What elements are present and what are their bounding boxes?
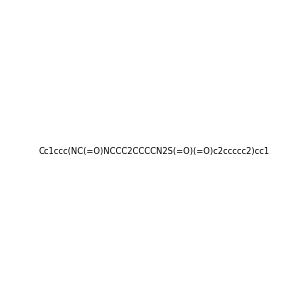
Text: Cc1ccc(NC(=O)NCCC2CCCCN2S(=O)(=O)c2ccccc2)cc1: Cc1ccc(NC(=O)NCCC2CCCCN2S(=O)(=O)c2ccccc… bbox=[38, 147, 269, 156]
